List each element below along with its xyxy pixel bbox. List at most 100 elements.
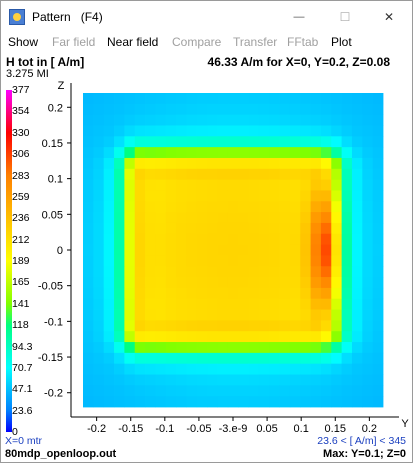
heatmap-cell bbox=[289, 374, 301, 386]
heatmap-cell bbox=[258, 255, 270, 267]
heatmap-cell bbox=[124, 309, 136, 321]
heatmap-cell bbox=[196, 277, 208, 289]
heatmap-cell bbox=[289, 136, 301, 148]
menu-compare[interactable]: Compare bbox=[172, 35, 222, 49]
heatmap-cell bbox=[207, 255, 218, 267]
heatmap-cell bbox=[124, 147, 136, 159]
heatmap-cell bbox=[227, 147, 239, 159]
heatmap-cell bbox=[196, 309, 208, 321]
heatmap-cell bbox=[176, 255, 187, 267]
heatmap-cell bbox=[114, 93, 125, 105]
minimize-button[interactable]: — bbox=[276, 1, 322, 32]
menu-plot[interactable]: Plot bbox=[331, 35, 352, 49]
menu-transfer[interactable]: Transfer bbox=[233, 35, 278, 49]
heatmap-cell bbox=[207, 396, 218, 408]
heatmap-cell bbox=[176, 125, 187, 137]
heatmap-cell bbox=[103, 136, 115, 148]
z-tick-label: -0.05 bbox=[38, 281, 63, 293]
heatmap-cell bbox=[248, 93, 260, 105]
close-button[interactable]: ✕ bbox=[366, 1, 412, 32]
heatmap-cell bbox=[165, 385, 177, 397]
menu-fftab[interactable]: FFtab bbox=[287, 35, 319, 49]
heatmap-cell bbox=[165, 147, 177, 159]
heatmap-cell bbox=[186, 114, 198, 126]
heatmap-cell bbox=[124, 244, 136, 256]
heatmap-cell bbox=[331, 212, 343, 224]
heatmap-cell bbox=[372, 255, 384, 267]
heatmap-cell bbox=[134, 374, 146, 386]
heatmap-cell bbox=[93, 298, 105, 310]
heatmap-cell bbox=[186, 233, 198, 245]
heatmap-cell bbox=[83, 136, 94, 148]
heatmap-cell bbox=[103, 320, 115, 332]
heatmap-cell bbox=[289, 266, 301, 278]
heatmap-cell bbox=[289, 287, 301, 300]
heatmap-cell bbox=[124, 287, 136, 300]
heatmap-cell bbox=[310, 201, 322, 213]
heatmap-cell bbox=[217, 342, 229, 354]
menu-far-field[interactable]: Far field bbox=[52, 35, 96, 49]
heatmap-cell bbox=[331, 320, 343, 332]
heatmap-cell bbox=[186, 168, 198, 181]
heatmap-cell bbox=[103, 309, 115, 321]
heatmap-cell bbox=[351, 255, 363, 267]
heatmap-cell bbox=[372, 212, 384, 224]
heatmap-cell bbox=[372, 396, 384, 408]
heatmap-cell bbox=[362, 396, 374, 408]
title-bar[interactable]: Pattern (F4) — ☐ ✕ bbox=[1, 1, 412, 32]
heatmap-cell bbox=[258, 342, 270, 354]
heatmap-cell bbox=[155, 179, 167, 191]
heatmap-cell bbox=[289, 212, 301, 224]
heatmap-cell bbox=[196, 363, 208, 375]
heatmap-cell bbox=[217, 93, 229, 105]
heatmap-cell bbox=[300, 320, 311, 332]
heatmap-cell bbox=[83, 309, 94, 321]
heatmap-cell bbox=[320, 147, 332, 159]
colorbar-tick-label: 94.3 bbox=[12, 340, 33, 353]
heatmap-cell bbox=[238, 255, 249, 267]
heatmap-cell bbox=[258, 157, 270, 170]
heatmap-cell bbox=[196, 125, 208, 137]
heatmap-cell bbox=[207, 201, 218, 213]
heatmap-cell bbox=[176, 396, 187, 408]
maximize-button[interactable]: ☐ bbox=[322, 1, 368, 32]
heatmap-cell bbox=[196, 352, 208, 365]
heatmap-cell bbox=[331, 93, 343, 105]
heatmap-cell bbox=[186, 201, 198, 213]
heatmap-cell bbox=[310, 157, 322, 170]
heatmap-cell bbox=[114, 125, 125, 137]
heatmap-cell bbox=[217, 233, 229, 245]
heatmap-plot[interactable]: Z Y 0.2 0.15 0.1 0.05 0 -0.05 -0.1 -0.15 -0.2 -0.2 -… bbox=[1, 1, 412, 433]
heatmap-cell bbox=[124, 103, 136, 116]
heatmap-cell bbox=[341, 298, 353, 310]
heatmap-cell bbox=[279, 331, 291, 343]
heatmap-cell bbox=[320, 201, 332, 213]
heatmap-cell bbox=[372, 157, 384, 170]
heatmap-cell bbox=[186, 363, 198, 375]
heatmap-cell bbox=[165, 103, 177, 116]
heatmap-cell bbox=[227, 287, 239, 300]
heatmap-cell bbox=[300, 342, 311, 354]
heatmap-cell bbox=[227, 168, 239, 181]
y-tick-label: 0.1 bbox=[294, 423, 309, 433]
heatmap-cell bbox=[238, 277, 249, 289]
heatmap-cell bbox=[372, 233, 384, 245]
heatmap-cell bbox=[124, 136, 136, 148]
z-tick-label: 0.2 bbox=[48, 102, 63, 114]
heatmap-cell bbox=[351, 363, 363, 375]
menu-near-field[interactable]: Near field bbox=[107, 35, 159, 49]
heatmap-cell bbox=[217, 244, 229, 256]
menu-show[interactable]: Show bbox=[8, 35, 39, 49]
heatmap-cell bbox=[103, 277, 115, 289]
heatmap-cell bbox=[258, 287, 270, 300]
heatmap-cell bbox=[258, 212, 270, 224]
heatmap-cell bbox=[269, 125, 280, 137]
heatmap-cell bbox=[114, 363, 125, 375]
heatmap-cell bbox=[186, 255, 198, 267]
heatmap-cell bbox=[248, 266, 260, 278]
heatmap-cell bbox=[196, 212, 208, 224]
heatmap-cell bbox=[351, 266, 363, 278]
heatmap-cell bbox=[103, 233, 115, 245]
heatmap-cell bbox=[341, 287, 353, 300]
heatmap-cell bbox=[238, 233, 249, 245]
